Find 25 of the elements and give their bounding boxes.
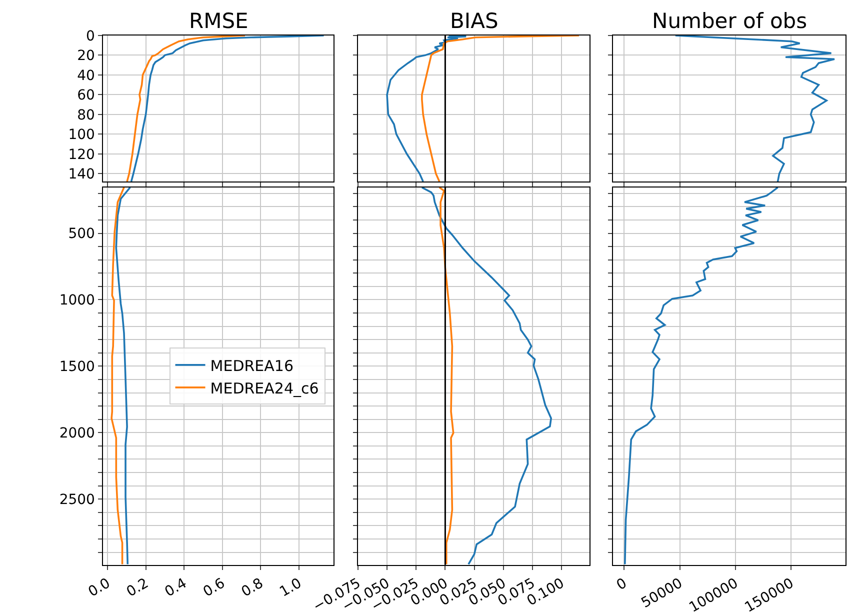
- y-tick-label: 100: [68, 127, 95, 144]
- y-tick-label: 80: [77, 107, 95, 124]
- y-tick-label: 40: [77, 68, 95, 84]
- legend-label: MEDREA16: [210, 356, 294, 375]
- y-tick-label: 140: [68, 166, 95, 183]
- x-tick-label: 0.6: [200, 575, 228, 600]
- chart-title: RMSE: [189, 9, 248, 33]
- chart-title: BIAS: [450, 9, 498, 33]
- x-tick-label: 0: [614, 575, 630, 594]
- x-tick-label: 1.0: [277, 575, 304, 600]
- y-tick-label: 1500: [59, 359, 95, 376]
- x-tick-label: 0.8: [238, 575, 266, 600]
- y-tick-label: 120: [68, 146, 95, 163]
- y-tick-label: 60: [77, 88, 95, 104]
- legend-label: MEDREA24_c6: [210, 379, 319, 398]
- y-tick-label: 500: [68, 226, 95, 242]
- x-tick-label: 0.0: [86, 575, 114, 600]
- y-tick-label: 2000: [59, 426, 95, 442]
- y-tick-label: 20: [77, 48, 95, 64]
- x-tick-label: 0.4: [162, 575, 190, 600]
- y-tick-label: 2500: [59, 492, 95, 508]
- x-tick-label: 0.2: [124, 575, 152, 600]
- y-tick-label: 0: [86, 28, 95, 44]
- chart-title: Number of obs: [652, 9, 808, 33]
- y-tick-label: 1000: [59, 292, 95, 309]
